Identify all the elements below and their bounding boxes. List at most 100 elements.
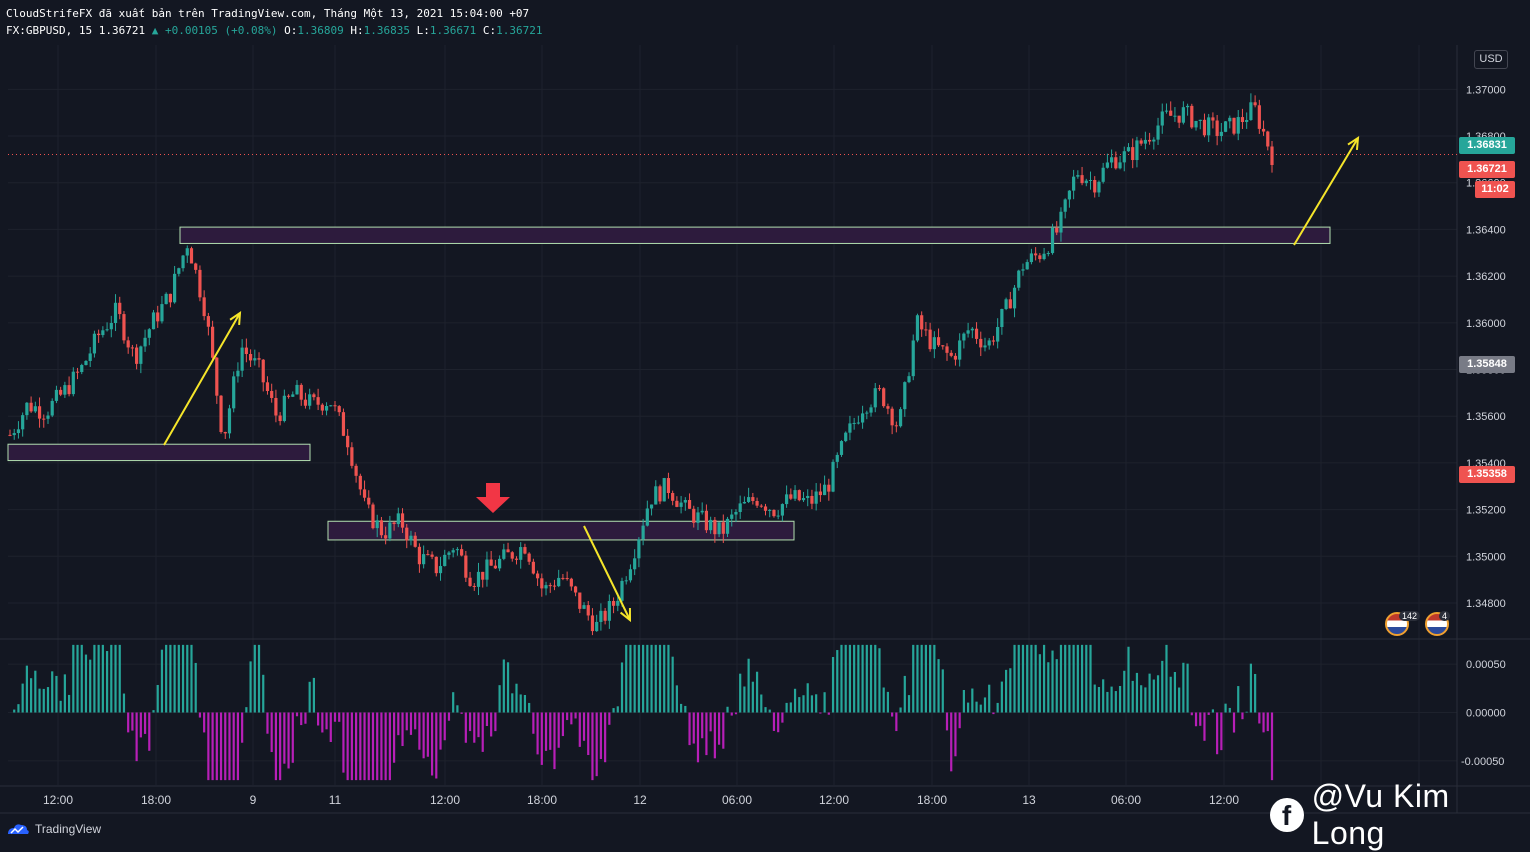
- x-tick-label: 06:00: [722, 793, 752, 807]
- candle-body: [928, 329, 932, 350]
- candle-body: [84, 360, 88, 366]
- candle-body: [827, 484, 831, 492]
- candle-body: [37, 406, 42, 419]
- candle-body: [362, 489, 367, 498]
- candle-body: [1084, 180, 1088, 184]
- candle-body: [671, 493, 675, 501]
- y-tick-label: 1.36200: [1466, 271, 1506, 283]
- candle-body: [1080, 175, 1084, 184]
- candle-body: [202, 297, 206, 317]
- candle-body: [806, 495, 810, 499]
- candle-body: [936, 337, 941, 346]
- candle-body: [443, 554, 447, 567]
- tradingview-cloud-icon: [8, 824, 29, 834]
- x-tick-label: 12:00: [1209, 793, 1239, 807]
- currency-button[interactable]: USD: [1474, 50, 1508, 69]
- symbol-label[interactable]: FX:GBPUSD, 15: [6, 24, 93, 37]
- candle-body: [734, 511, 738, 515]
- candle-body: [1202, 119, 1207, 136]
- candle-body: [160, 304, 164, 322]
- tradingview-logo[interactable]: TradingView: [6, 822, 101, 836]
- candle-body: [662, 478, 666, 502]
- candle-body: [210, 326, 215, 358]
- candle-body: [1114, 157, 1118, 169]
- candle-body: [945, 346, 949, 353]
- y-tick-label: 1.37000: [1466, 84, 1506, 96]
- candle-body: [194, 263, 198, 270]
- candle-body: [434, 556, 438, 574]
- candle-body: [1194, 120, 1198, 128]
- candle-body: [1042, 253, 1046, 260]
- candle-body: [666, 478, 671, 494]
- candle-body: [75, 371, 80, 373]
- candle-body: [299, 384, 303, 400]
- candle-body: [198, 269, 202, 298]
- candle-body: [173, 273, 177, 303]
- candle-body: [932, 337, 936, 350]
- candle-body: [962, 333, 966, 341]
- candle-body: [979, 338, 983, 348]
- candle-body: [548, 585, 552, 587]
- candle-body: [869, 407, 873, 413]
- candle-body: [949, 352, 953, 356]
- candle-body: [413, 535, 417, 547]
- trend-arrow-head: [1347, 136, 1360, 151]
- candle-body: [185, 248, 189, 256]
- close-label: C:: [482, 24, 497, 37]
- candle-body: [409, 535, 413, 541]
- candle-body: [763, 506, 768, 511]
- candle-body: [1156, 125, 1160, 140]
- candle-body: [704, 510, 709, 531]
- candle-body: [1088, 180, 1093, 182]
- candle-body: [63, 385, 67, 395]
- candle-body: [692, 508, 696, 523]
- candle-body: [206, 316, 210, 327]
- candle-body: [485, 559, 489, 580]
- candle-body: [1147, 139, 1152, 142]
- candle-body: [1063, 199, 1067, 212]
- oscillator-tick-label: 0.00000: [1466, 708, 1506, 720]
- candle-body: [278, 415, 282, 422]
- candle-body: [270, 391, 274, 398]
- x-tick-label: 11: [329, 793, 342, 807]
- candle-body: [573, 586, 578, 593]
- trend-arrow: [583, 525, 631, 621]
- candle-body: [628, 569, 633, 581]
- candle-body: [1266, 131, 1270, 147]
- candle-body: [274, 397, 278, 416]
- economic-event-flag[interactable]: 142: [1385, 611, 1421, 636]
- economic-event-flag[interactable]: 4: [1425, 611, 1451, 636]
- candle-body: [59, 389, 63, 395]
- candle-body: [354, 465, 358, 476]
- oscillator-tick-label: -0.00050: [1461, 756, 1504, 768]
- x-tick-label: 12:00: [430, 793, 460, 807]
- candle-body: [422, 554, 426, 565]
- candle-body: [953, 355, 958, 360]
- candle-body: [54, 389, 59, 401]
- x-tick-label: 18:00: [141, 793, 171, 807]
- close-value: 1.36721: [496, 24, 543, 37]
- candle-body: [392, 522, 396, 525]
- candle-body: [244, 347, 248, 354]
- candle-body: [1219, 131, 1223, 136]
- candle-body: [590, 615, 595, 632]
- candle-body: [143, 337, 147, 347]
- candle-body: [1076, 175, 1080, 177]
- candle-body: [535, 573, 540, 579]
- candle-body: [16, 429, 21, 434]
- y-tick-label: 1.34800: [1466, 598, 1506, 610]
- candle-body: [633, 558, 637, 570]
- candle-body: [894, 425, 898, 427]
- candle-body: [367, 497, 371, 505]
- low-label: L:: [416, 24, 430, 37]
- candle-body: [713, 519, 717, 535]
- candle-body: [396, 513, 400, 525]
- candle-body: [1097, 181, 1101, 193]
- y-tick-label: 1.36400: [1466, 224, 1506, 236]
- candle-body: [717, 522, 721, 535]
- trend-arrow: [1293, 137, 1359, 246]
- support-resistance-zone: [327, 520, 795, 541]
- high-label: H:: [350, 24, 364, 37]
- candle-body: [67, 385, 71, 395]
